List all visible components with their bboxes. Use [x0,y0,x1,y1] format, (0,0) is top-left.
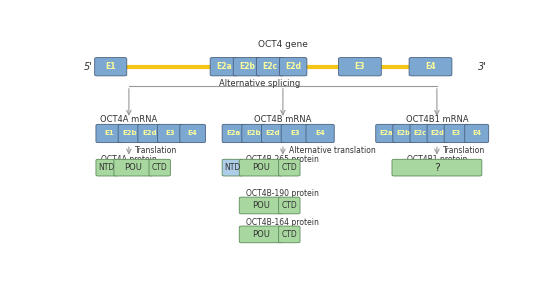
Text: OCT4 gene: OCT4 gene [258,40,308,49]
Text: E3: E3 [354,62,365,71]
FancyBboxPatch shape [149,159,171,176]
Text: Alternative translation: Alternative translation [289,146,376,155]
FancyBboxPatch shape [465,124,489,142]
Text: 5': 5' [84,62,93,72]
Text: CTD: CTD [282,163,297,172]
FancyBboxPatch shape [222,124,245,142]
Text: POU: POU [124,163,142,172]
FancyBboxPatch shape [410,124,431,142]
Text: OCT4A mRNA: OCT4A mRNA [100,115,157,124]
Text: E2a: E2a [379,130,393,136]
Text: OCT4B-164 protein: OCT4B-164 protein [246,218,320,227]
Text: E2d: E2d [285,62,301,71]
FancyBboxPatch shape [157,124,183,142]
FancyBboxPatch shape [306,124,335,142]
Text: OCT4B-265 protein: OCT4B-265 protein [246,155,320,164]
Text: OCT4A protein: OCT4A protein [101,155,157,164]
Text: E2b: E2b [239,62,255,71]
Text: E2b: E2b [123,130,137,136]
Text: E3: E3 [166,130,175,136]
Text: E4: E4 [188,130,198,136]
FancyBboxPatch shape [256,58,284,76]
Text: E3: E3 [452,130,461,136]
FancyBboxPatch shape [180,124,205,142]
FancyBboxPatch shape [233,58,261,76]
FancyBboxPatch shape [96,124,121,142]
FancyBboxPatch shape [279,58,307,76]
Text: E2b: E2b [396,130,410,136]
Text: OCT4B mRNA: OCT4B mRNA [254,115,311,124]
FancyBboxPatch shape [239,197,282,214]
FancyBboxPatch shape [210,58,237,76]
Text: CTD: CTD [282,201,297,210]
FancyBboxPatch shape [138,124,161,142]
FancyBboxPatch shape [444,124,468,142]
Text: POU: POU [252,230,269,239]
FancyBboxPatch shape [279,226,300,243]
Text: E2c: E2c [413,130,427,136]
FancyBboxPatch shape [427,124,448,142]
Text: E1: E1 [105,62,116,71]
Text: OCT4B1 protein: OCT4B1 protein [407,155,467,164]
Text: OCT4B1 mRNA: OCT4B1 mRNA [406,115,468,124]
Text: E2a: E2a [227,130,241,136]
FancyBboxPatch shape [239,226,282,243]
FancyBboxPatch shape [409,58,452,76]
Text: POU: POU [252,201,269,210]
Text: CTD: CTD [152,163,168,172]
Text: E2c: E2c [263,62,278,71]
Text: Translation: Translation [135,146,178,155]
Text: OCT4B-190 protein: OCT4B-190 protein [246,189,320,198]
Text: E1: E1 [104,130,114,136]
Text: POU: POU [252,163,269,172]
FancyBboxPatch shape [262,124,285,142]
Text: E2d: E2d [142,130,157,136]
Text: E3: E3 [290,130,300,136]
FancyBboxPatch shape [239,159,282,176]
Text: NTD: NTD [224,163,241,172]
FancyBboxPatch shape [279,159,300,176]
Text: Translation: Translation [443,146,486,155]
Text: 3': 3' [477,62,486,72]
FancyBboxPatch shape [242,124,265,142]
Text: E2b: E2b [246,130,261,136]
FancyBboxPatch shape [118,124,141,142]
FancyBboxPatch shape [95,58,127,76]
Text: NTD: NTD [98,163,115,172]
Text: E2d: E2d [266,130,280,136]
Text: E4: E4 [472,130,481,136]
FancyBboxPatch shape [376,124,396,142]
FancyBboxPatch shape [338,58,381,76]
Text: E2d: E2d [431,130,444,136]
FancyBboxPatch shape [393,124,413,142]
Text: E2a: E2a [216,62,232,71]
Text: Alternative splicing: Alternative splicing [219,79,300,88]
Text: E4: E4 [425,62,436,71]
FancyBboxPatch shape [222,159,243,176]
FancyBboxPatch shape [281,124,310,142]
FancyBboxPatch shape [279,197,300,214]
Text: CTD: CTD [282,230,297,239]
FancyBboxPatch shape [392,159,482,176]
FancyBboxPatch shape [114,159,152,176]
Text: E4: E4 [315,130,325,136]
Text: ?: ? [434,163,440,173]
FancyBboxPatch shape [96,159,118,176]
